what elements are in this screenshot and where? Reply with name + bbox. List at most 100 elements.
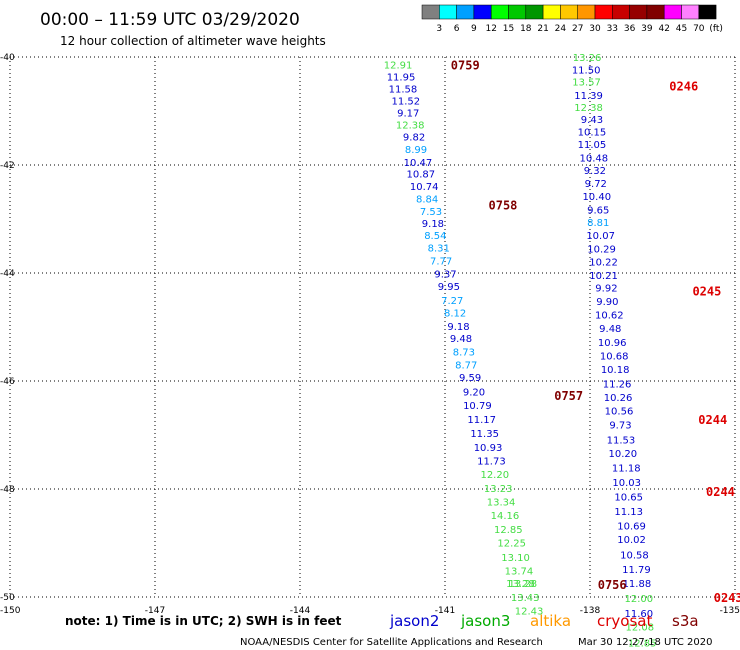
x-tick-label: -135 — [720, 606, 740, 616]
swh-value: 10.20 — [609, 449, 638, 460]
swh-value: 12.43 — [515, 607, 544, 618]
swh-value: 10.69 — [617, 522, 646, 533]
swh-value: 9.32 — [584, 166, 606, 177]
swh-value: 12.25 — [497, 538, 526, 549]
colorbar-swatch — [646, 4, 665, 20]
swh-value: 12.91 — [384, 61, 413, 72]
pass-time-label: 0758 — [489, 198, 518, 212]
footer-credit: NOAA/NESDIS Center for Satellite Applica… — [240, 637, 543, 648]
swh-value: 11.18 — [612, 463, 641, 474]
swh-value: 11.39 — [574, 91, 603, 102]
swh-value: 11.52 — [392, 97, 421, 108]
swh-value: 8.77 — [455, 360, 477, 371]
swh-value: 12.38 — [396, 121, 425, 132]
swh-value: 10.56 — [605, 407, 634, 418]
y-tick-label: -50 — [0, 593, 15, 603]
swh-value: 11.79 — [622, 565, 651, 576]
swh-value: 10.26 — [604, 393, 633, 404]
colorbar-swatch — [508, 4, 527, 20]
satellite-legend-jason3: jason3 — [460, 612, 510, 630]
swh-value: 10.18 — [601, 365, 630, 376]
colorbar-swatch — [629, 4, 648, 20]
swh-value: 9.43 — [581, 115, 603, 126]
colorbar-swatch — [490, 4, 509, 20]
axis-ticks: -40 -42 -44 -46 -48 -50 -150 -147 -144 -141 -138 -1… — [0, 53, 740, 616]
chart-title: 00:00 – 11:59 UTC 03/29/2020 — [40, 10, 300, 30]
y-tick-label: -40 — [0, 53, 15, 63]
colorbar-label: 21 — [537, 24, 548, 34]
colorbar-swatch — [473, 4, 492, 20]
swh-value: 7.53 — [420, 207, 442, 218]
swh-value: 9.73 — [609, 421, 631, 432]
pass-time-label: 0756 — [598, 578, 627, 592]
swh-value: 10.93 — [474, 443, 503, 454]
swh-value: 10.87 — [407, 170, 436, 181]
pass-time-label: 0243 — [714, 591, 740, 605]
swh-value: 9.37 — [434, 270, 456, 281]
swh-value: 10.62 — [595, 311, 624, 322]
swh-value: 12.85 — [494, 525, 523, 536]
y-tick-label: -42 — [0, 161, 15, 171]
swh-value: 8.99 — [405, 145, 427, 156]
pass-time-labels: 0759 0758 0757 0756 0246 0245 0244 0244 0243 — [451, 59, 740, 605]
swh-value: 13.28 — [508, 579, 537, 590]
swh-value: 13.34 — [487, 497, 516, 508]
swh-value: 10.74 — [410, 182, 439, 193]
colorbar-label: 15 — [503, 24, 514, 34]
pass-time-label: 0759 — [451, 59, 480, 73]
colorbar-label: 24 — [555, 24, 567, 34]
colorbar-label: 9 — [471, 24, 477, 34]
swh-value: 11.26 — [603, 380, 632, 391]
swh-value: 9.82 — [403, 132, 425, 143]
swh-value: 10.02 — [617, 535, 646, 546]
swh-value: 12.38 — [574, 103, 603, 114]
colorbar-label: (ft) — [709, 24, 723, 34]
swh-value: 11.05 — [578, 140, 607, 151]
swh-value: 8.54 — [424, 231, 446, 242]
colorbar-swatch — [663, 4, 682, 20]
swh-value: 8.81 — [587, 218, 609, 229]
swh-value: 12.85 — [628, 638, 657, 649]
colorbar-label: 70 — [693, 24, 705, 34]
x-tick-label: -150 — [0, 606, 21, 616]
colorbar-label: 3 — [436, 24, 442, 34]
swh-value: 9.18 — [447, 322, 469, 333]
swh-value: 9.48 — [450, 334, 472, 345]
swh-value: 13.23 — [484, 484, 513, 495]
colorbar-swatch — [577, 4, 596, 20]
pass-time-label: 0245 — [692, 284, 721, 298]
swh-value: 12.00 — [624, 594, 653, 605]
colorbar-label: 30 — [589, 24, 601, 34]
swh-value: 10.03 — [612, 478, 641, 489]
colorbar-label: 42 — [658, 24, 669, 34]
x-tick-label: -144 — [290, 606, 311, 616]
satellite-legend-s3a: s3a — [672, 612, 699, 630]
wave-height-values: 12.9111.9511.5811.529.1712.389.828.9910.… — [384, 53, 657, 649]
colorbar-label: 12 — [485, 24, 496, 34]
swh-value: 10.47 — [404, 158, 433, 169]
swh-value: 11.13 — [614, 507, 643, 518]
swh-value: 11.35 — [470, 429, 499, 440]
y-tick-label: -44 — [0, 269, 15, 279]
colorbar-label: 33 — [607, 24, 618, 34]
swh-value: 10.48 — [580, 153, 609, 164]
pass-time-label: 0244 — [706, 485, 735, 499]
note-text: note: 1) Time is in UTC; 2) SWH is in fe… — [65, 614, 342, 628]
swh-value: 10.96 — [598, 338, 627, 349]
colorbar-swatch — [421, 4, 440, 20]
satellite-legend-altika: altika — [530, 612, 571, 630]
swh-value: 7.77 — [430, 257, 452, 268]
swh-value: 10.15 — [578, 128, 607, 139]
swh-value: 10.65 — [614, 493, 643, 504]
x-tick-label: -138 — [580, 606, 601, 616]
colorbar-swatch — [594, 4, 613, 20]
swh-value: 13.26 — [573, 53, 602, 64]
colorbar-swatch — [439, 4, 457, 20]
colorbar-label: 45 — [676, 24, 687, 34]
map-grid — [9, 56, 736, 598]
x-tick-label: -147 — [145, 606, 165, 616]
swh-value: 9.90 — [596, 297, 618, 308]
swh-value: 10.58 — [620, 550, 649, 561]
colorbar-swatch — [542, 4, 561, 20]
